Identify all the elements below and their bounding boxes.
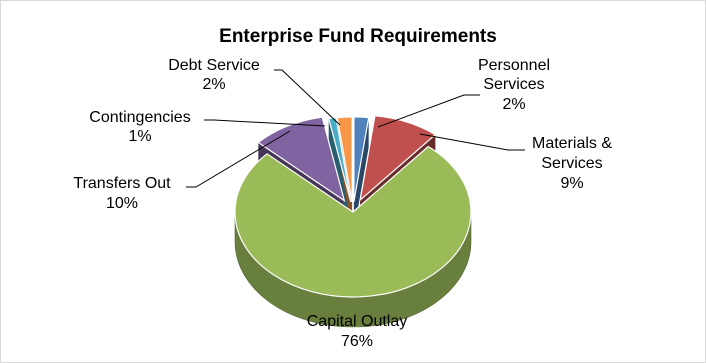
leader-line [204,119,326,127]
slice-percent-label: 10% [106,195,138,212]
slice-label: Capital Outlay [307,313,408,330]
leader-line [377,94,480,128]
slice-label: Materials & [532,135,612,152]
leader-line [274,69,341,126]
pie-slice [234,145,472,298]
slice-percent-label: 76% [341,333,373,350]
leader-line [419,133,525,151]
pie-slice [336,116,353,203]
pie-slice-cut-edge [328,118,351,233]
slice-percent-label: 9% [560,175,583,192]
leader-line [186,130,291,188]
slice-label: Contingencies [89,109,190,126]
slice-label: Transfers Out [73,175,171,192]
pie-slice [353,116,370,203]
pie-slice [257,116,346,203]
leader-lines [186,69,525,188]
slice-label: Services [483,76,544,93]
slice-percent-label: 2% [502,96,525,113]
slice-label: Debt Service [168,57,260,74]
pie-top-layer [234,115,472,298]
pie-slice [359,115,437,202]
pie-slice-cut-edge [353,117,369,232]
slice-percent-label: 1% [128,128,151,145]
slice-label: Services [541,155,602,172]
chart-title: Enterprise Fund Requirements [219,26,497,47]
slice-labels: Personnel Services 2% Materials & Services 9%… [73,57,612,350]
slice-label: Personnel [478,57,550,74]
slice-percent-label: 2% [202,76,225,93]
